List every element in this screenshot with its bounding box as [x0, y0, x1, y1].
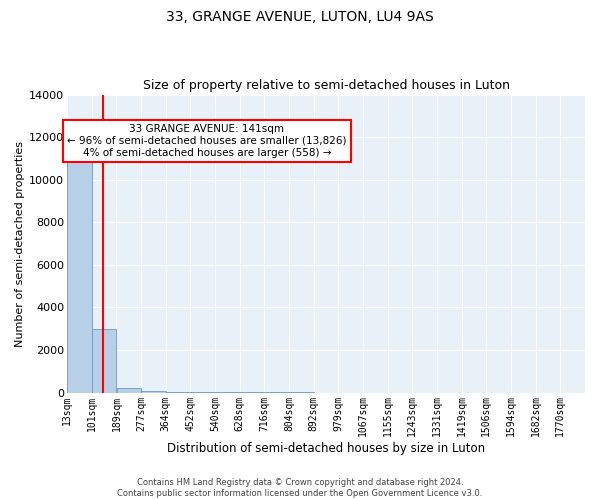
Text: 33 GRANGE AVENUE: 141sqm
← 96% of semi-detached houses are smaller (13,826)
4% o: 33 GRANGE AVENUE: 141sqm ← 96% of semi-d…	[67, 124, 347, 158]
Text: Contains HM Land Registry data © Crown copyright and database right 2024.
Contai: Contains HM Land Registry data © Crown c…	[118, 478, 482, 498]
Bar	[116, 388, 141, 392]
Title: Size of property relative to semi-detached houses in Luton: Size of property relative to semi-detach…	[143, 79, 509, 92]
Bar	[67, 152, 92, 392]
Text: 33, GRANGE AVENUE, LUTON, LU4 9AS: 33, GRANGE AVENUE, LUTON, LU4 9AS	[166, 10, 434, 24]
X-axis label: Distribution of semi-detached houses by size in Luton: Distribution of semi-detached houses by …	[167, 442, 485, 455]
Bar	[92, 328, 116, 392]
Y-axis label: Number of semi-detached properties: Number of semi-detached properties	[15, 140, 25, 346]
